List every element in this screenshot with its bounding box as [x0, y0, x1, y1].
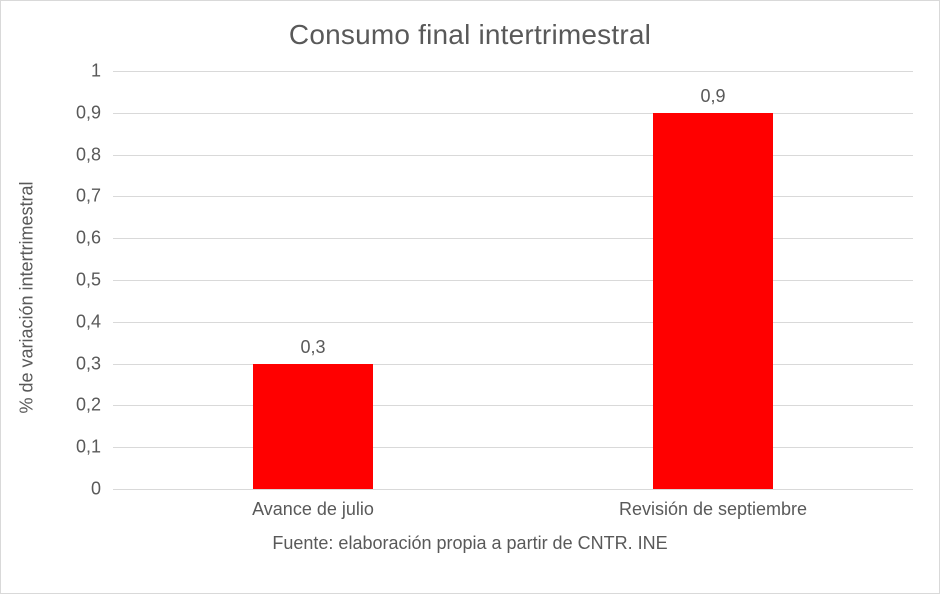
y-tick-label: 0,8 [76, 144, 101, 165]
gridline [113, 489, 913, 490]
bar-value-label: 0,3 [300, 337, 325, 364]
gridline [113, 238, 913, 239]
gridline [113, 71, 913, 72]
y-tick-label: 0,7 [76, 186, 101, 207]
y-tick-label: 0,3 [76, 353, 101, 374]
gridline [113, 364, 913, 365]
y-tick-label: 0,6 [76, 228, 101, 249]
bar-value-label: 0,9 [700, 86, 725, 113]
y-tick-label: 0 [91, 479, 101, 500]
gridline [113, 280, 913, 281]
y-axis-title-container: % de variación intertrimestral [15, 1, 39, 593]
y-tick-label: 0,5 [76, 270, 101, 291]
chart-frame: Consumo final intertrimestral % de varia… [0, 0, 940, 594]
bar [653, 113, 773, 489]
gridline [113, 322, 913, 323]
plot-area: 00,10,20,30,40,50,60,70,80,910,3Avance d… [113, 71, 913, 489]
chart-title: Consumo final intertrimestral [1, 19, 939, 51]
y-axis-title: % de variación intertrimestral [17, 181, 38, 413]
x-tick-label: Avance de julio [252, 499, 374, 520]
y-tick-label: 1 [91, 61, 101, 82]
y-tick-label: 0,4 [76, 311, 101, 332]
gridline [113, 447, 913, 448]
y-tick-label: 0,2 [76, 395, 101, 416]
gridline [113, 405, 913, 406]
chart-footer: Fuente: elaboración propia a partir de C… [1, 533, 939, 554]
gridline [113, 113, 913, 114]
y-tick-label: 0,1 [76, 437, 101, 458]
y-tick-label: 0,9 [76, 102, 101, 123]
gridline [113, 196, 913, 197]
gridline [113, 155, 913, 156]
x-tick-label: Revisión de septiembre [619, 499, 807, 520]
bar [253, 364, 373, 489]
